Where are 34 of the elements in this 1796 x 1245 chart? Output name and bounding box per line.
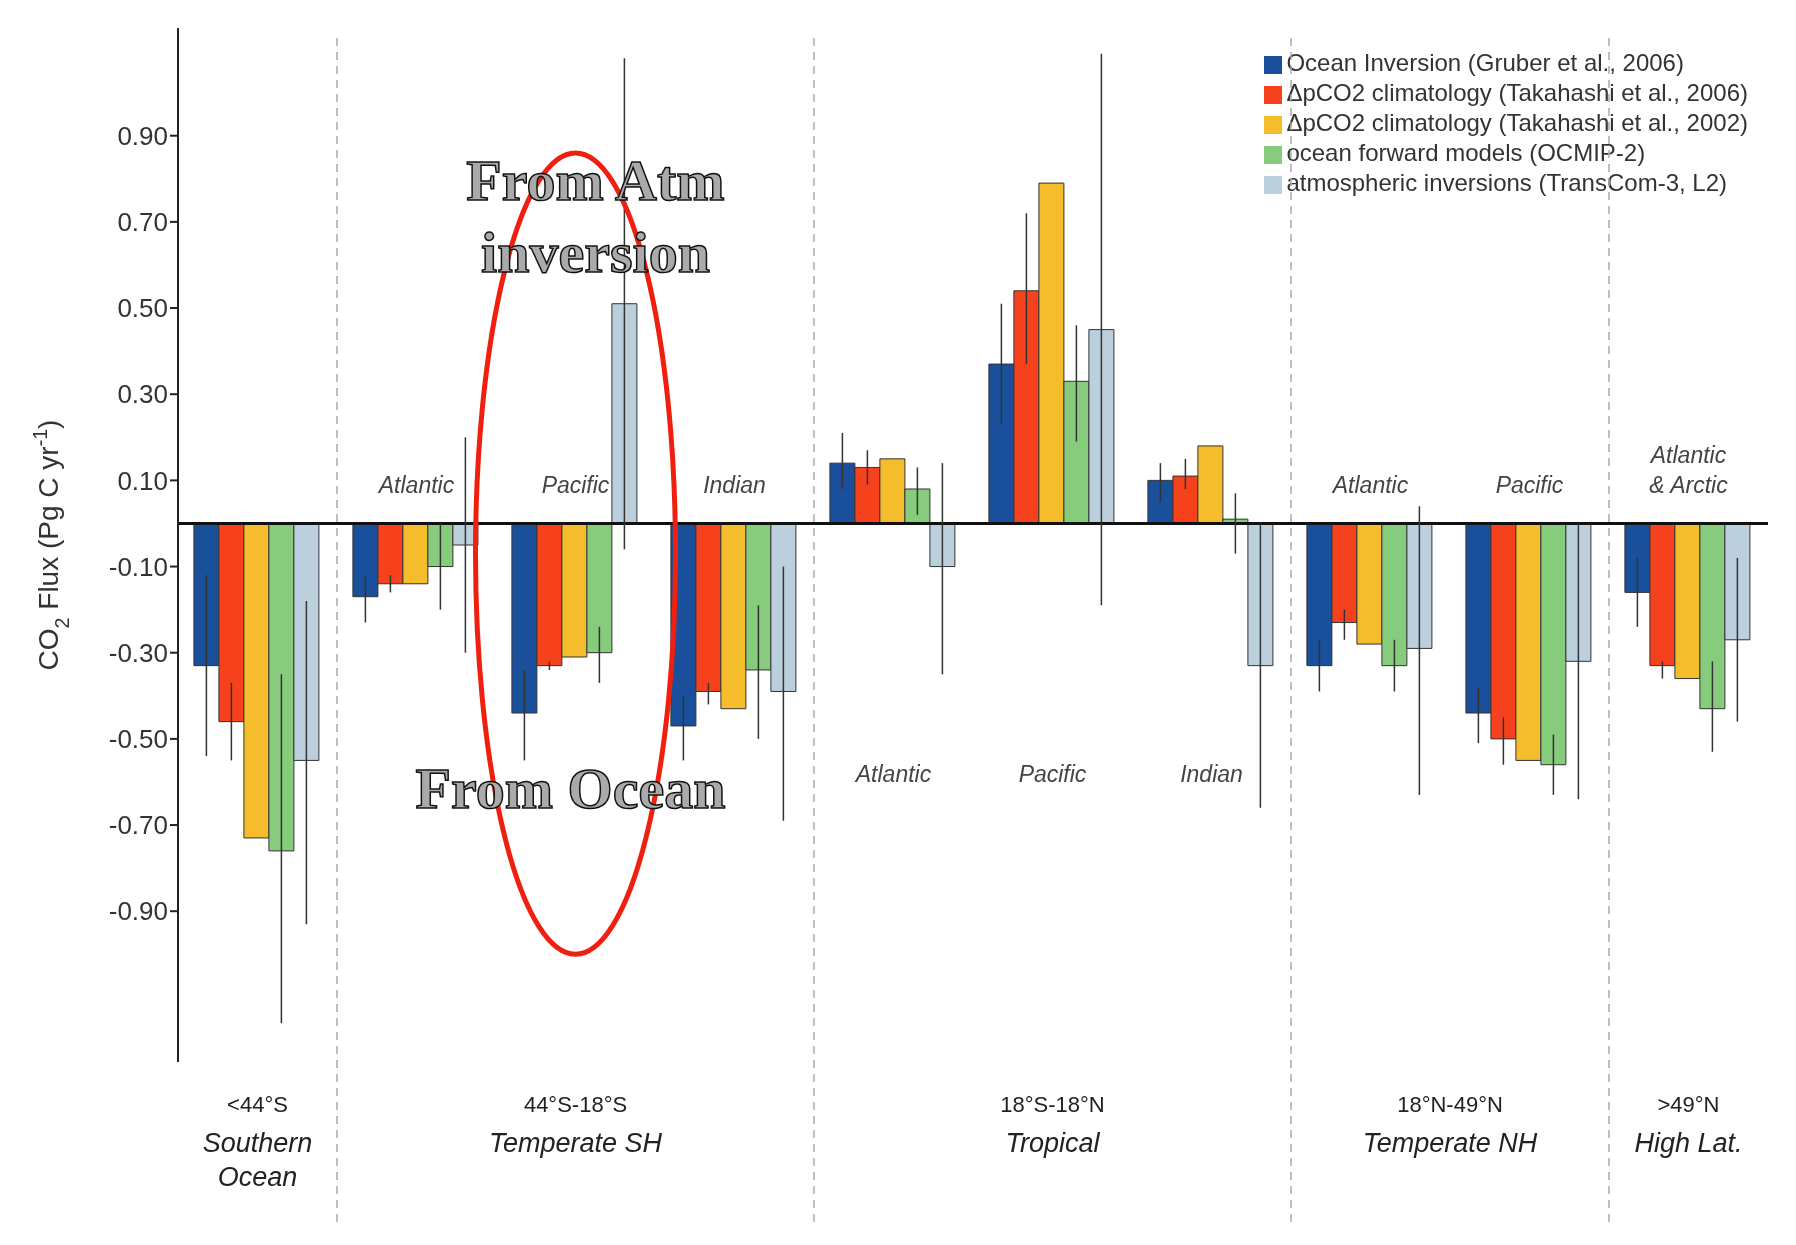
y-tick-label: -0.90: [108, 896, 168, 927]
y-tick-label: 0.50: [117, 293, 168, 324]
x-tick-label: Indian: [1180, 760, 1243, 787]
x-tick-label: Atlantic: [1330, 472, 1409, 499]
text: High Lat.: [1634, 1128, 1743, 1158]
text: 18°N-49°N: [1397, 1092, 1503, 1117]
text: <44°S: [227, 1092, 288, 1117]
x-tick-label: Pacific: [541, 472, 610, 499]
x-tick-label: Pacific: [1018, 760, 1087, 787]
legend-label: atmospheric inversions (TransCom-3, L2): [1286, 169, 1727, 196]
y-tick-label: 0.30: [117, 379, 168, 410]
y-tick-label: -0.50: [108, 724, 168, 755]
x-tick-label: Atlantic & Arctic: [1648, 442, 1729, 499]
legend-label: ocean forward models (OCMIP-2): [1286, 139, 1646, 166]
text: >49°N: [1657, 1092, 1720, 1117]
text: Tropical: [1005, 1128, 1101, 1158]
legend-label: ΔpCO2 climatology (Takahashi et al., 2006): [1286, 79, 1748, 106]
y-tick-label: 0.10: [117, 465, 168, 496]
legend-label: ΔpCO2 climatology (Takahashi et al., 2002): [1286, 109, 1748, 136]
text: 44°S-18°S: [523, 1092, 628, 1117]
y-tick-label: 0.70: [117, 207, 168, 238]
text: Southern Ocean: [202, 1128, 313, 1192]
y-tick-label: -0.10: [108, 551, 168, 582]
x-tick-label: Indian: [703, 472, 766, 499]
y-tick-label: 0.90: [117, 120, 168, 151]
y-tick-label: -0.70: [108, 810, 168, 841]
x-tick-label: Pacific: [1495, 472, 1564, 499]
x-tick-label: Atlantic: [853, 760, 932, 787]
text: 18°S-18°N: [1000, 1092, 1105, 1117]
legend-label: Ocean Inversion (Gruber et al., 2006): [1286, 49, 1684, 76]
y-tick-label: -0.30: [108, 637, 168, 668]
text: Temperate SH: [488, 1128, 663, 1158]
text: Temperate NH: [1362, 1128, 1538, 1158]
x-tick-label: Atlantic: [376, 472, 455, 499]
